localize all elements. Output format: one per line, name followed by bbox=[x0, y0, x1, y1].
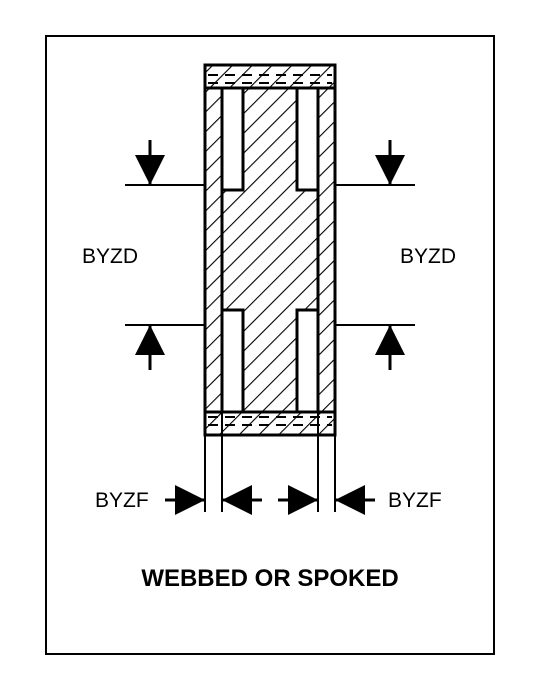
dim-label-byzf-right: BYZF bbox=[388, 489, 442, 513]
dim-label-byzf-left: BYZF bbox=[95, 489, 149, 513]
diagram-title: WEBBED OR SPOKED bbox=[0, 565, 540, 593]
dim-label-byzd-right: BYZD bbox=[400, 245, 456, 269]
dim-label-byzd-left: BYZD bbox=[82, 245, 138, 269]
